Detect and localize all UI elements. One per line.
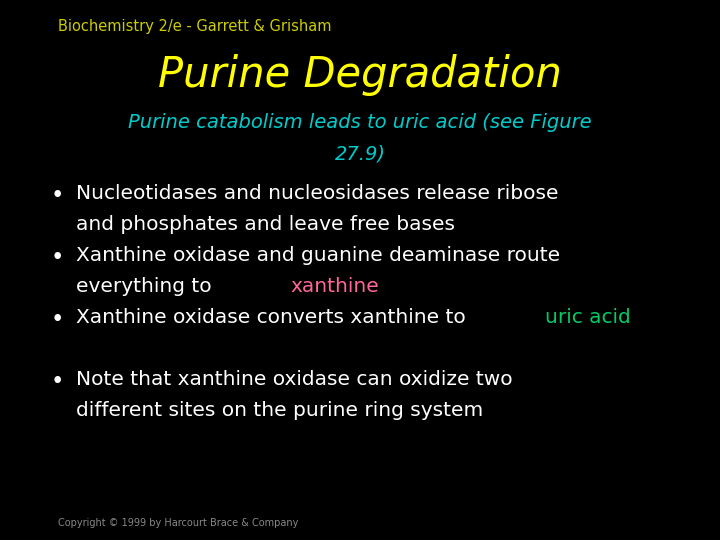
Text: xanthine: xanthine	[291, 277, 379, 296]
Text: •: •	[50, 184, 64, 207]
Text: and phosphates and leave free bases: and phosphates and leave free bases	[76, 215, 454, 234]
Text: Nucleotidases and nucleosidases release ribose: Nucleotidases and nucleosidases release …	[76, 184, 558, 202]
Text: 27.9): 27.9)	[335, 145, 385, 164]
Text: Purine Degradation: Purine Degradation	[158, 54, 562, 96]
Text: Purine catabolism leads to uric acid (see Figure: Purine catabolism leads to uric acid (se…	[128, 113, 592, 132]
Text: everything to: everything to	[76, 277, 217, 296]
Text: •: •	[50, 370, 64, 393]
Text: different sites on the purine ring system: different sites on the purine ring syste…	[76, 401, 483, 420]
Text: Xanthine oxidase converts xanthine to: Xanthine oxidase converts xanthine to	[76, 308, 472, 327]
Text: uric acid: uric acid	[545, 308, 631, 327]
Text: •: •	[50, 308, 64, 331]
Text: Copyright © 1999 by Harcourt Brace & Company: Copyright © 1999 by Harcourt Brace & Com…	[58, 518, 298, 528]
Text: •: •	[50, 246, 64, 269]
Text: Biochemistry 2/e - Garrett & Grisham: Biochemistry 2/e - Garrett & Grisham	[58, 19, 331, 34]
Text: Note that xanthine oxidase can oxidize two: Note that xanthine oxidase can oxidize t…	[76, 370, 512, 389]
Text: Xanthine oxidase and guanine deaminase route: Xanthine oxidase and guanine deaminase r…	[76, 246, 559, 265]
